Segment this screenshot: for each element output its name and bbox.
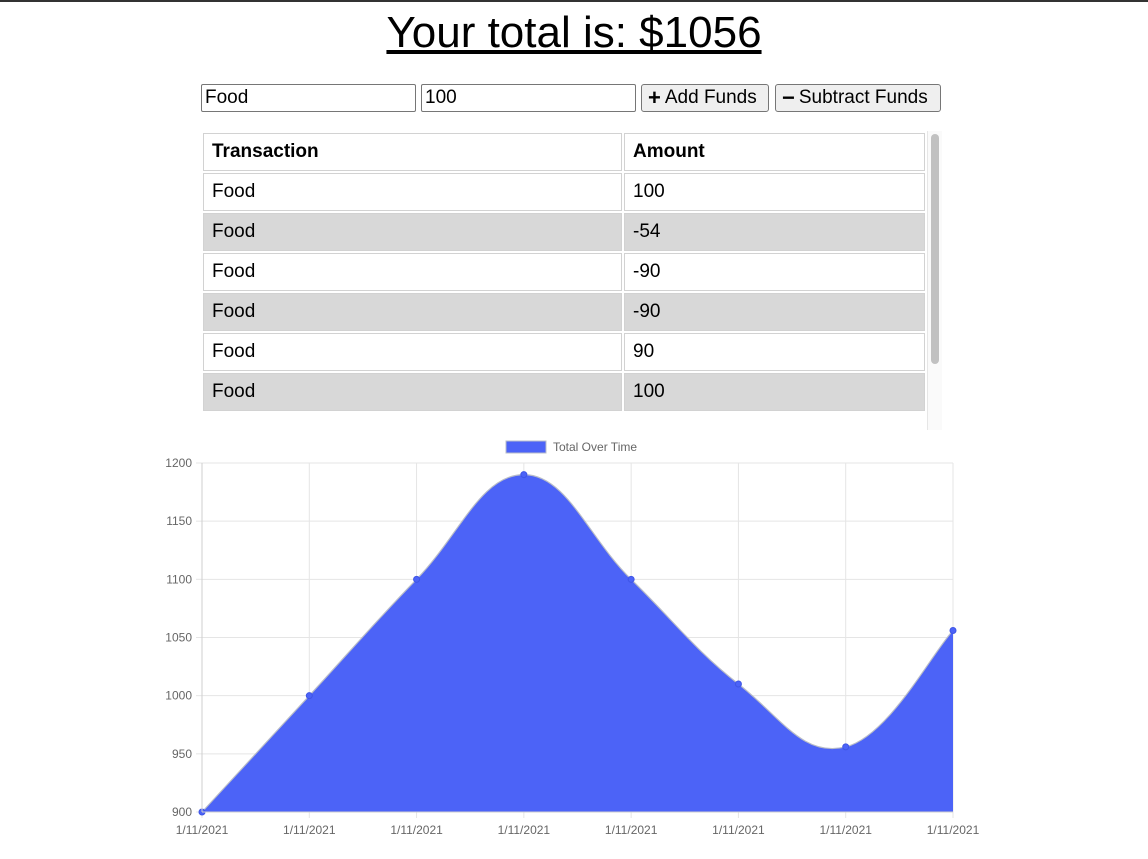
y-tick-label: 1000 — [165, 689, 192, 703]
table-row: Food 100 — [203, 373, 925, 411]
legend-label: Total Over Time — [553, 440, 637, 454]
add-funds-label: Add Funds — [664, 87, 757, 108]
data-point — [734, 680, 742, 688]
subtract-funds-button[interactable]: − Subtract Funds — [775, 84, 941, 112]
x-tick-label: 1/11/2021 — [712, 823, 765, 837]
y-tick-label: 900 — [172, 805, 192, 819]
table-header-row: Transaction Amount — [203, 133, 925, 171]
x-tick-label: 1/11/2021 — [176, 823, 229, 837]
transaction-name-cell: Food — [203, 213, 622, 251]
transaction-amount-cell: -90 — [624, 253, 925, 291]
y-tick-label: 1100 — [166, 572, 192, 586]
data-point — [413, 575, 421, 583]
transaction-amount-cell: 100 — [624, 373, 925, 411]
add-funds-button[interactable]: + Add Funds — [641, 84, 769, 112]
transactions-table-container[interactable]: Transaction Amount Food 100 Food -54 Foo… — [201, 131, 942, 430]
y-tick-label: 1150 — [166, 514, 192, 528]
transaction-name-cell: Food — [203, 373, 622, 411]
transaction-name-cell: Food — [203, 293, 622, 331]
subtract-funds-label: Subtract Funds — [798, 87, 928, 108]
y-tick-label: 950 — [172, 747, 192, 761]
total-over-time-chart: 1200 1150 1100 1050 1000 950 900 1/11/2021 1/11/… — [0, 432, 1148, 859]
x-tick-label: 1/11/2021 — [927, 823, 980, 837]
y-tick-label: 1200 — [165, 456, 192, 470]
transaction-amount-input[interactable] — [421, 84, 636, 112]
legend-swatch — [505, 440, 547, 454]
data-point — [627, 575, 635, 583]
transaction-amount-cell: 100 — [624, 173, 925, 211]
table-row: Food -90 — [203, 253, 925, 291]
y-tick-label: 1050 — [165, 631, 192, 645]
area-fill — [202, 474, 953, 812]
transaction-name-cell: Food — [203, 173, 622, 211]
data-point — [949, 627, 957, 635]
transaction-amount-cell: -90 — [624, 293, 925, 331]
amount-column-header: Amount — [624, 133, 925, 171]
transaction-name-cell: Food — [203, 253, 622, 291]
transaction-amount-cell: 90 — [624, 333, 925, 371]
x-tick-label: 1/11/2021 — [498, 823, 551, 837]
x-tick-label: 1/11/2021 — [283, 823, 336, 837]
table-row: Food -90 — [203, 293, 925, 331]
top-border — [0, 0, 1148, 2]
table-scrollbar[interactable] — [927, 131, 942, 430]
table-row: Food -54 — [203, 213, 925, 251]
area-line — [201, 474, 954, 813]
plus-icon: + — [648, 85, 661, 110]
transaction-column-header: Transaction — [203, 133, 622, 171]
total-heading: Your total is: $1056 — [386, 8, 762, 57]
data-point — [842, 743, 850, 751]
table-scrollbar-thumb[interactable] — [931, 134, 939, 364]
data-point — [520, 471, 528, 479]
transaction-name-input[interactable] — [201, 84, 416, 112]
transaction-name-cell: Food — [203, 333, 622, 371]
table-row: Food 90 — [203, 333, 925, 371]
x-tick-label: 1/11/2021 — [390, 823, 443, 837]
transaction-amount-cell: -54 — [624, 213, 925, 251]
transactions-table: Transaction Amount Food 100 Food -54 Foo… — [201, 131, 927, 413]
chart-svg: 1200 1150 1100 1050 1000 950 900 1/11/2021 1/11/… — [165, 440, 980, 837]
minus-icon: − — [782, 85, 795, 110]
x-tick-label: 1/11/2021 — [819, 823, 872, 837]
table-row: Food 100 — [203, 173, 925, 211]
x-tick-label: 1/11/2021 — [605, 823, 658, 837]
data-point — [305, 692, 313, 700]
